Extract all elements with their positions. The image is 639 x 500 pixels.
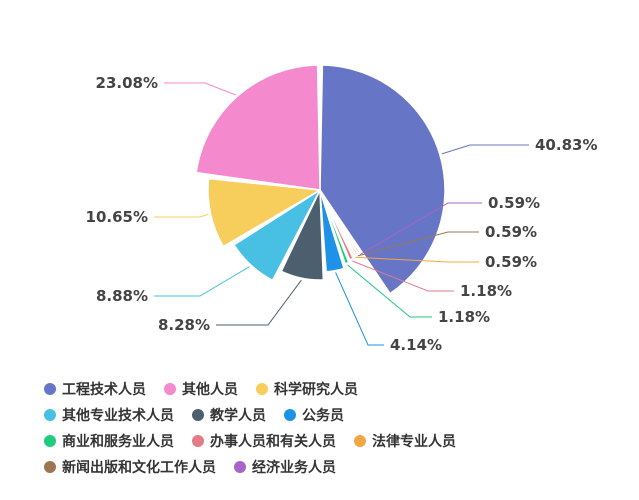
legend-item[interactable]: 工程技术人员 <box>44 379 146 399</box>
leader-line <box>355 256 479 263</box>
pie-slice <box>207 177 321 248</box>
leader-line <box>335 272 384 346</box>
legend-item[interactable]: 其他人员 <box>164 379 238 399</box>
leader-line <box>164 82 236 96</box>
slice-label: 23.08% <box>96 74 158 92</box>
legend-item[interactable]: 教学人员 <box>192 405 266 425</box>
leader-line <box>154 266 250 297</box>
leader-line <box>154 213 209 218</box>
leader-line <box>347 264 432 318</box>
legend-label: 法律专业人员 <box>372 434 456 450</box>
legend-label: 经济业务人员 <box>252 460 336 476</box>
legend-item[interactable]: 法律专业人员 <box>354 431 456 451</box>
legend-item[interactable]: 办事人员和有关人员 <box>192 431 336 451</box>
legend-swatch <box>284 409 296 421</box>
legend-label: 教学人员 <box>210 408 266 424</box>
pie-slice <box>319 64 446 295</box>
legend-label: 其他专业技术人员 <box>62 408 174 424</box>
legend-swatch <box>44 409 56 421</box>
leader-line <box>216 279 302 326</box>
slice-label: 0.59% <box>485 223 537 241</box>
slice-label: 0.59% <box>485 253 537 271</box>
legend-label: 办事人员和有关人员 <box>210 434 336 450</box>
slice-label: 1.18% <box>460 282 512 300</box>
pie-slice <box>319 189 345 273</box>
slice-label: 10.65% <box>86 208 148 226</box>
legend-item[interactable]: 科学研究人员 <box>256 379 358 399</box>
legend-swatch <box>164 383 176 395</box>
legend-swatch <box>44 461 56 473</box>
slice-label: 40.83% <box>535 136 597 154</box>
pie-slice <box>280 189 325 281</box>
legend-swatch <box>44 435 56 447</box>
slice-label: 8.88% <box>96 287 148 305</box>
legend-label: 新闻出版和文化工作人员 <box>62 460 216 476</box>
legend-label: 科学研究人员 <box>274 382 358 398</box>
legend-swatch <box>354 435 366 447</box>
legend-item[interactable]: 其他专业技术人员 <box>44 405 174 425</box>
leader-line <box>357 231 479 257</box>
pie-slice <box>233 189 321 282</box>
legend-item[interactable]: 公务员 <box>284 405 344 425</box>
legend-row: 工程技术人员 其他人员 科学研究人员 <box>44 376 634 402</box>
legend-row: 商业和服务业人员 办事人员和有关人员 法律专业人员 <box>44 428 634 454</box>
leader-line <box>359 202 482 255</box>
legend: 工程技术人员 其他人员 科学研究人员其他专业技术人员 教学人员 公务员商业和服务业人员 办… <box>44 376 634 480</box>
slice-label: 8.28% <box>158 316 210 334</box>
legend-item[interactable]: 新闻出版和文化工作人员 <box>44 457 216 477</box>
legend-swatch <box>256 383 268 395</box>
data-labels: 40.83% 0.59% 0.59% 0.59% 1.18% 1.18% 4.14% 8.28… <box>86 74 598 354</box>
slice-label: 1.18% <box>438 308 490 326</box>
legend-swatch <box>192 409 204 421</box>
legend-swatch <box>44 383 56 395</box>
leader-lines <box>154 82 529 346</box>
legend-swatch <box>192 435 204 447</box>
legend-label: 其他人员 <box>182 382 238 398</box>
slice-label: 0.59% <box>488 194 540 212</box>
pie-chart: 40.83% 0.59% 0.59% 0.59% 1.18% 1.18% 4.14% 8.28… <box>86 64 598 354</box>
pie-slice <box>319 189 350 265</box>
leader-line <box>441 144 529 155</box>
legend-swatch <box>234 461 246 473</box>
pie-slices <box>195 64 446 295</box>
pie-slice <box>319 189 354 261</box>
pie-slice <box>195 64 321 191</box>
legend-label: 工程技术人员 <box>62 382 146 398</box>
legend-label: 商业和服务业人员 <box>62 434 174 450</box>
legend-row: 其他专业技术人员 教学人员 公务员 <box>44 402 634 428</box>
legend-label: 公务员 <box>302 408 344 424</box>
slice-label: 4.14% <box>390 336 442 354</box>
leader-line <box>352 260 454 292</box>
legend-item[interactable]: 经济业务人员 <box>234 457 336 477</box>
legend-row: 新闻出版和文化工作人员 经济业务人员 <box>44 454 634 480</box>
legend-item[interactable]: 商业和服务业人员 <box>44 431 174 451</box>
